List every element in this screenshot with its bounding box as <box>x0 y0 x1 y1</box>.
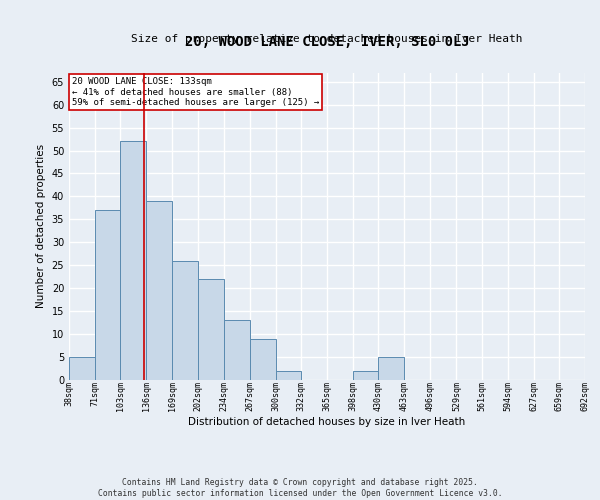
Text: 20 WOOD LANE CLOSE: 133sqm
← 41% of detached houses are smaller (88)
59% of semi: 20 WOOD LANE CLOSE: 133sqm ← 41% of deta… <box>71 77 319 107</box>
Bar <box>250 338 276 380</box>
Text: Contains HM Land Registry data © Crown copyright and database right 2025.
Contai: Contains HM Land Registry data © Crown c… <box>98 478 502 498</box>
Bar <box>378 357 404 380</box>
Bar <box>120 142 146 380</box>
Bar <box>224 320 250 380</box>
Y-axis label: Number of detached properties: Number of detached properties <box>36 144 46 308</box>
Bar <box>69 357 95 380</box>
Bar <box>276 371 301 380</box>
Bar <box>172 260 199 380</box>
Bar <box>353 371 378 380</box>
Bar <box>95 210 120 380</box>
Text: 20, WOOD LANE CLOSE, IVER, SL0 0LJ: 20, WOOD LANE CLOSE, IVER, SL0 0LJ <box>185 36 469 50</box>
Bar <box>199 279 224 380</box>
Title: Size of property relative to detached houses in Iver Heath: Size of property relative to detached ho… <box>131 34 523 44</box>
Bar <box>146 201 172 380</box>
X-axis label: Distribution of detached houses by size in Iver Heath: Distribution of detached houses by size … <box>188 417 466 427</box>
